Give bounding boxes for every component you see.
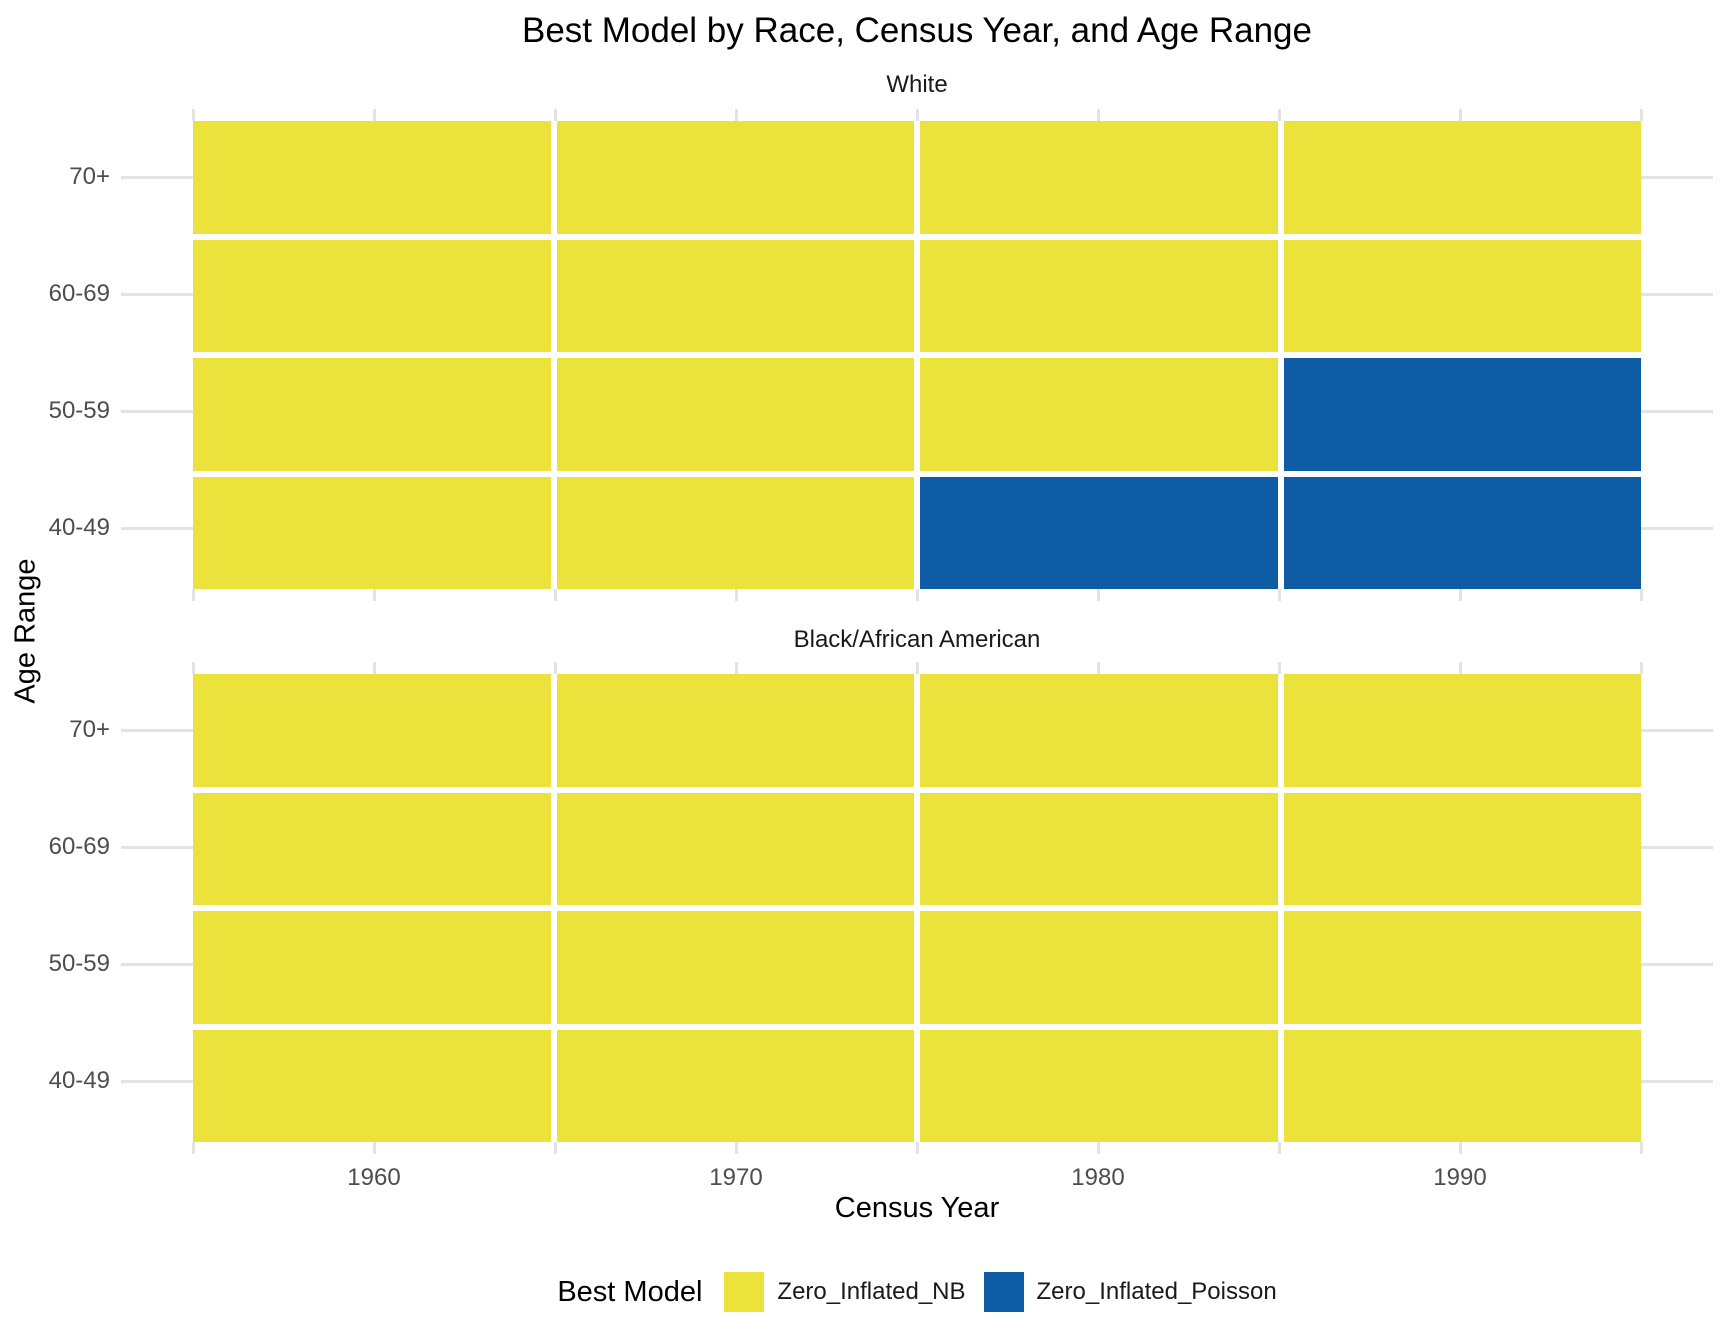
y-tick-label: 60-69 [48, 280, 110, 308]
facet-panel-white: 70+ 60-69 50-59 40-49 [0, 109, 1728, 601]
legend-swatch-zero-inflated-nb [724, 1272, 765, 1312]
heatmap-tile [193, 476, 551, 589]
chart-title: Best Model by Race, Census Year, and Age… [522, 11, 1312, 50]
legend-item: Zero_Inflated_Poisson [983, 1272, 1277, 1312]
heatmap-tile [920, 476, 1278, 589]
heatmap-tile [193, 121, 551, 234]
legend-title: Best Model [557, 1275, 703, 1308]
heatmap-tile [556, 674, 914, 787]
heatmap-tile [1283, 674, 1641, 787]
gridline-stubs-left [121, 175, 193, 530]
heatmap-tile [1283, 121, 1641, 234]
heatmap-tile [193, 358, 551, 471]
heatmap-tile [193, 1029, 551, 1142]
heatmap-tile [920, 911, 1278, 1024]
gridline-stubs-bottom [191, 1142, 1643, 1154]
legend: Best Model Zero_Inflated_NB Zero_Inflate… [121, 1272, 1713, 1312]
heatmap-tile [1283, 911, 1641, 1024]
gridline-stubs-right [1641, 728, 1713, 1083]
x-tick-label: 1970 [709, 1164, 763, 1191]
gridline-stubs-top [191, 109, 1643, 121]
heatmap-tile [920, 358, 1278, 471]
y-tick-label: 50-59 [48, 950, 110, 978]
heatmap-tile [556, 358, 914, 471]
y-tick-label: 40-49 [48, 1067, 110, 1095]
x-axis-title: Census Year [834, 1192, 1000, 1224]
x-axis-tick-labels: 1960 1970 1980 1990 [0, 1164, 1728, 1192]
heatmap-tile [1283, 1029, 1641, 1142]
heatmap-tile [920, 674, 1278, 787]
gridline-stubs-top [191, 662, 1643, 674]
heatmap-tile [193, 792, 551, 905]
heatmap-tile [556, 792, 914, 905]
y-tick-label: 70+ [69, 716, 110, 744]
y-tick-label: 50-59 [48, 397, 110, 425]
heatmap-tile [193, 674, 551, 787]
heatmap-tile [1283, 239, 1641, 352]
y-axis-tick-labels: 70+ 60-69 50-59 40-49 [0, 662, 110, 1154]
gridline-stubs-left [121, 728, 193, 1083]
facet-panel-black-african-american: 70+ 60-69 50-59 40-49 [0, 662, 1728, 1154]
heatmap-tile [556, 1029, 914, 1142]
y-tick-label: 60-69 [48, 833, 110, 861]
legend-swatch-zero-inflated-poisson [983, 1272, 1024, 1312]
facet-strip-black-african-american: Black/African American [793, 626, 1041, 653]
x-tick-label: 1980 [1071, 1164, 1125, 1191]
y-axis-tick-labels: 70+ 60-69 50-59 40-49 [0, 109, 110, 601]
heatmap-tile [193, 911, 551, 1024]
heatmap-tile [920, 792, 1278, 905]
heatmap-tile [556, 911, 914, 1024]
heatmap-tile [556, 121, 914, 234]
heatmap-tile [193, 239, 551, 352]
y-tick-label: 40-49 [48, 514, 110, 542]
gridline-stubs-right [1641, 175, 1713, 530]
y-tick-label: 70+ [69, 163, 110, 191]
heatmap-tile-grid [193, 674, 1641, 1142]
heatmap-tile [1283, 358, 1641, 471]
heatmap-tile-grid [193, 121, 1641, 589]
legend-label: Zero_Inflated_NB [777, 1278, 966, 1305]
legend-label: Zero_Inflated_Poisson [1036, 1278, 1277, 1305]
heatmap-tile [920, 239, 1278, 352]
y-axis-title: Age Range [9, 558, 42, 704]
gridline-stubs-bottom [191, 589, 1643, 601]
heatmap-tile [920, 121, 1278, 234]
x-tick-label: 1990 [1433, 1164, 1487, 1191]
facet-strip-white: White [886, 71, 948, 98]
heatmap-tile [1283, 476, 1641, 589]
heatmap-tile [556, 476, 914, 589]
x-tick-label: 1960 [347, 1164, 401, 1191]
heatmap-tile [1283, 792, 1641, 905]
heatmap-tile [556, 239, 914, 352]
legend-item: Zero_Inflated_NB [724, 1272, 966, 1312]
heatmap-tile [920, 1029, 1278, 1142]
